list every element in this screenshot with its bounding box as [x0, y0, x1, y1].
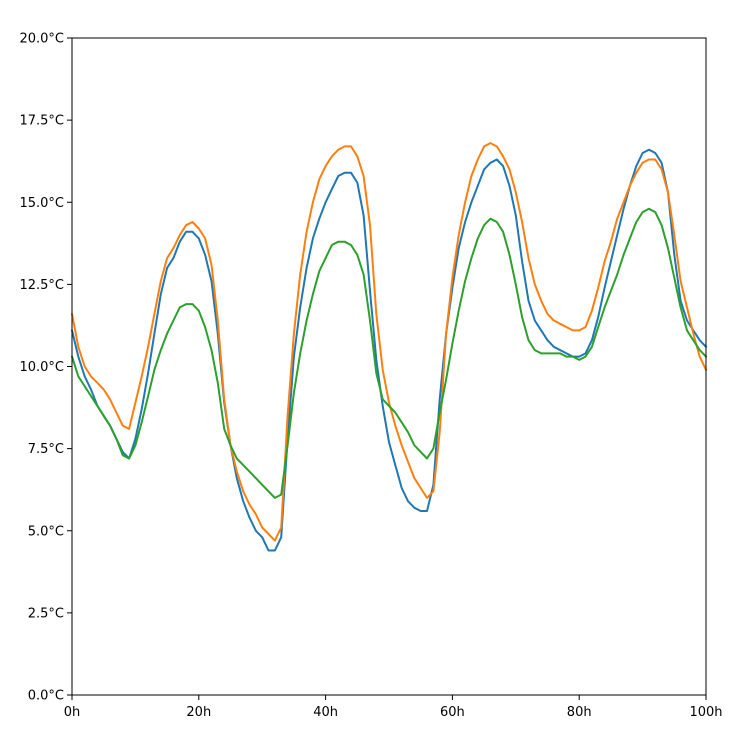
series-layer	[71, 142, 707, 552]
x-tick-label: 100h	[689, 705, 722, 720]
x-tick-label: 0h	[64, 705, 81, 720]
y-tick-label: 5.0°C	[28, 524, 64, 539]
y-tick-label: 2.5°C	[28, 606, 64, 621]
series-line-2	[71, 142, 707, 542]
y-tick-label: 20.0°C	[19, 32, 64, 47]
y-tick-label: 12.5°C	[19, 278, 64, 293]
plot-frame	[71, 37, 707, 696]
series-line-1	[71, 148, 707, 552]
y-tick-label: 10.0°C	[19, 360, 64, 375]
y-tick-label: 17.5°C	[19, 114, 64, 129]
x-tick-label: 40h	[313, 705, 338, 720]
series-line-3	[71, 207, 707, 499]
x-tick-label: 60h	[440, 705, 465, 720]
x-tick-label: 20h	[186, 705, 211, 720]
axes-layer: 0h 20h 40h 60h 80h 100h 0.0°C 2.5°C 5.0°C 7.5°C 10…	[19, 32, 722, 721]
y-tick-label: 7.5°C	[28, 442, 64, 457]
y-tick-label: 0.0°C	[28, 689, 64, 704]
x-tick-label: 80h	[567, 705, 592, 720]
y-tick-label: 15.0°C	[19, 196, 64, 211]
